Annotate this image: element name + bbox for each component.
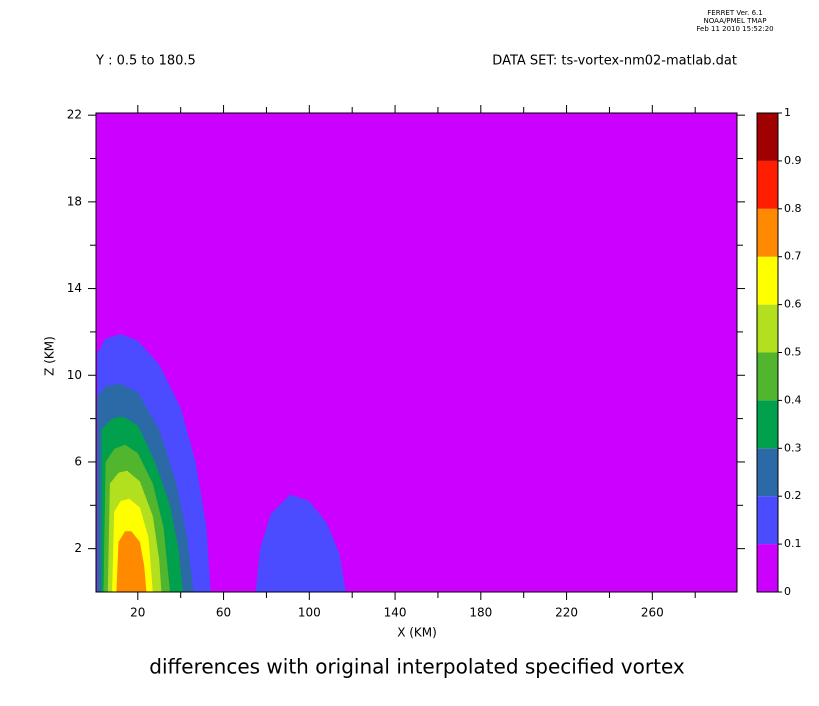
colorbar-label: 0.8 — [784, 202, 802, 215]
colorbar-swatch — [757, 496, 778, 545]
program-label: FERRET Ver. 6.1 — [707, 9, 762, 17]
x-tick-label: 140 — [384, 606, 407, 620]
colorbar-label: 0.6 — [784, 298, 802, 311]
colorbar-label: 0.5 — [784, 346, 802, 359]
contour-region — [255, 494, 346, 592]
colorbar-label: 0.9 — [784, 154, 802, 167]
colorbar-swatch — [757, 448, 778, 497]
colorbar-swatch — [757, 256, 778, 305]
colorbar-label: 0.2 — [784, 489, 802, 502]
colorbar-swatch — [757, 352, 778, 401]
colorbar-swatch — [757, 544, 778, 592]
x-tick-label: 260 — [641, 606, 664, 620]
colorbar-swatch — [757, 160, 778, 209]
plot-frame — [95, 112, 738, 593]
subtitle-left: Y : 0.5 to 180.5 — [95, 54, 196, 69]
x-tick-label: 220 — [555, 606, 578, 620]
colorbar-label: 0 — [784, 585, 791, 598]
contour-region — [116, 531, 147, 592]
x-axis-label: X (KM) — [397, 626, 437, 640]
colorbar-label: 0.4 — [784, 393, 802, 406]
colorbar-label: 0.1 — [784, 537, 802, 550]
y-tick-label: 14 — [67, 281, 82, 295]
y-tick-label: 10 — [67, 368, 82, 382]
subtitle-right: DATA SET: ts-vortex-nm02-matlab.dat — [492, 54, 737, 69]
colorbar-label: 1 — [784, 106, 791, 119]
y-tick-label: 2 — [74, 541, 82, 555]
x-tick-label: 180 — [469, 606, 492, 620]
timestamp-label: Feb 11 2010 15:52:20 — [696, 25, 773, 33]
x-tick-label: 100 — [298, 606, 321, 620]
colorbar-swatch — [757, 304, 778, 353]
org-label: NOAA/PMEL TMAP — [704, 17, 767, 25]
colorbar-label: 0.3 — [784, 441, 802, 454]
colorbar-swatch — [757, 400, 778, 449]
colorbar-swatch — [757, 113, 778, 161]
chart-title: differences with original interpolated s… — [149, 655, 685, 679]
colorbar-label: 0.7 — [784, 250, 802, 263]
x-tick-label: 20 — [130, 606, 145, 620]
colorbar-swatch — [757, 208, 778, 257]
y-axis-label: Z (KM) — [43, 336, 57, 376]
y-tick-label: 6 — [74, 454, 82, 468]
y-tick-label: 18 — [67, 194, 82, 208]
x-tick-label: 60 — [216, 606, 231, 620]
y-tick-label: 22 — [67, 108, 82, 122]
